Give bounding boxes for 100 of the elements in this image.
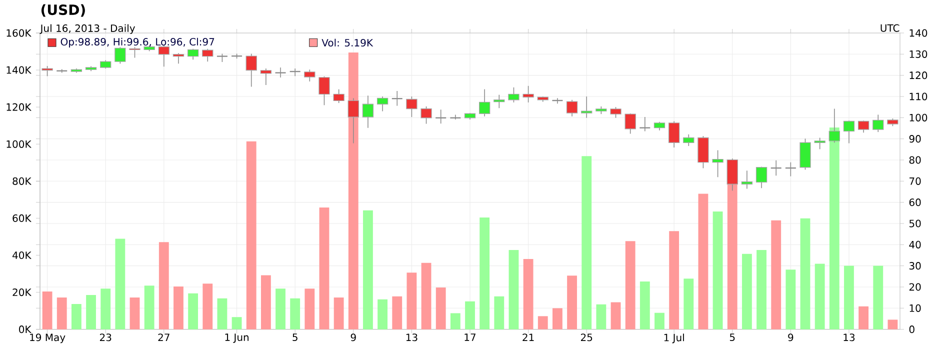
bar xyxy=(480,217,490,330)
y2-tick-label: 80 xyxy=(909,156,921,164)
bar xyxy=(567,276,577,330)
bar xyxy=(640,282,650,330)
bar xyxy=(494,296,504,330)
bar xyxy=(86,295,96,330)
candlestick xyxy=(814,137,826,150)
candlestick xyxy=(522,86,534,103)
candlestick xyxy=(828,108,840,144)
candlestick xyxy=(858,120,870,134)
bar xyxy=(348,52,358,330)
candlestick xyxy=(566,99,578,117)
y2-tick-label: 10 xyxy=(910,304,921,312)
y2-tick-label: 90 xyxy=(909,135,921,143)
candlestick xyxy=(333,88,344,104)
bar xyxy=(786,270,796,330)
y2-tick-label: 140 xyxy=(910,29,928,37)
x-tick-label: 1 Jun xyxy=(225,334,248,343)
candlestick xyxy=(494,94,505,109)
y2-tick-label: 100 xyxy=(910,114,928,122)
bar xyxy=(625,241,636,330)
bar xyxy=(363,210,373,330)
y-tick-label: 0K xyxy=(19,326,32,334)
bar xyxy=(71,304,82,330)
bar xyxy=(319,207,330,330)
bar xyxy=(174,286,184,330)
bar xyxy=(582,156,592,330)
x-tick-label: 17 xyxy=(464,334,476,341)
bar xyxy=(158,242,169,330)
y2-tick-label: 40 xyxy=(909,240,921,248)
candlestick xyxy=(348,98,359,144)
candlestick xyxy=(304,69,316,82)
candlestick xyxy=(872,114,884,132)
candlestick xyxy=(478,88,490,117)
bar xyxy=(888,320,898,330)
y2-tick-label: 20 xyxy=(909,283,921,291)
bar xyxy=(756,250,766,330)
y2-tick-label: 60 xyxy=(909,198,921,206)
y2-tick-label: 30 xyxy=(909,262,921,270)
candlestick xyxy=(114,46,126,64)
candlestick xyxy=(202,48,214,62)
candlestick xyxy=(435,109,447,124)
candlestick xyxy=(843,120,855,144)
bar xyxy=(232,317,242,330)
x-tick-label: 25 xyxy=(580,334,592,342)
bar xyxy=(217,298,228,330)
bar xyxy=(829,127,840,330)
y-tick-label: 120K xyxy=(6,103,32,111)
candlestick xyxy=(260,68,272,86)
bar xyxy=(814,264,825,330)
candlestick xyxy=(420,106,432,124)
bar xyxy=(771,220,782,330)
candlestick xyxy=(187,48,199,60)
y2-tick-label: 120 xyxy=(910,72,928,80)
bar xyxy=(436,287,446,330)
bar xyxy=(421,262,432,330)
candlestick xyxy=(712,150,724,178)
bar xyxy=(508,250,519,330)
candlestick xyxy=(42,66,53,77)
candlestick xyxy=(552,98,564,104)
y2-tick-label: 0 xyxy=(909,326,914,334)
candlestick xyxy=(172,52,184,64)
bar xyxy=(130,297,140,330)
candlestick xyxy=(624,113,636,134)
bar xyxy=(712,212,723,330)
annotation: Vol: 5.19K xyxy=(322,38,374,47)
x-tick-label: 19 May xyxy=(30,334,66,344)
candlestick xyxy=(683,134,694,146)
x-tick-label: 9 xyxy=(350,334,356,342)
y-tick-label: 100K xyxy=(6,140,32,148)
x-tick-label: 13 xyxy=(844,334,855,342)
bar xyxy=(188,293,198,330)
bar xyxy=(654,312,664,330)
chart-subtitle: Jul 16, 2013 - Daily xyxy=(40,24,136,34)
bar xyxy=(144,286,154,330)
text: UTC xyxy=(880,24,900,32)
x-tick-label: 23 xyxy=(100,334,112,342)
y2-tick-label: 110 xyxy=(910,92,928,100)
bar xyxy=(100,288,111,330)
y-tick-label: 20K xyxy=(12,288,32,296)
candlestick xyxy=(318,76,330,106)
bar xyxy=(684,278,694,330)
x-tick-label: 5 xyxy=(292,334,298,342)
candlestick xyxy=(274,67,286,78)
candlestick xyxy=(770,160,782,176)
candlestick xyxy=(450,114,462,120)
x-tick-label: 27 xyxy=(158,334,170,342)
candlestick xyxy=(391,90,403,106)
bar xyxy=(800,218,810,330)
bar xyxy=(260,275,271,330)
bar xyxy=(450,313,460,330)
y-tick-label: 140K xyxy=(6,66,32,74)
bar xyxy=(465,301,475,330)
y-tick-label: 60K xyxy=(12,214,32,222)
candlestick xyxy=(289,68,301,77)
x-tick-label: 5 xyxy=(730,334,735,342)
candlestick xyxy=(668,120,680,148)
bar xyxy=(538,316,548,330)
bar xyxy=(523,258,534,330)
bar xyxy=(596,304,606,330)
